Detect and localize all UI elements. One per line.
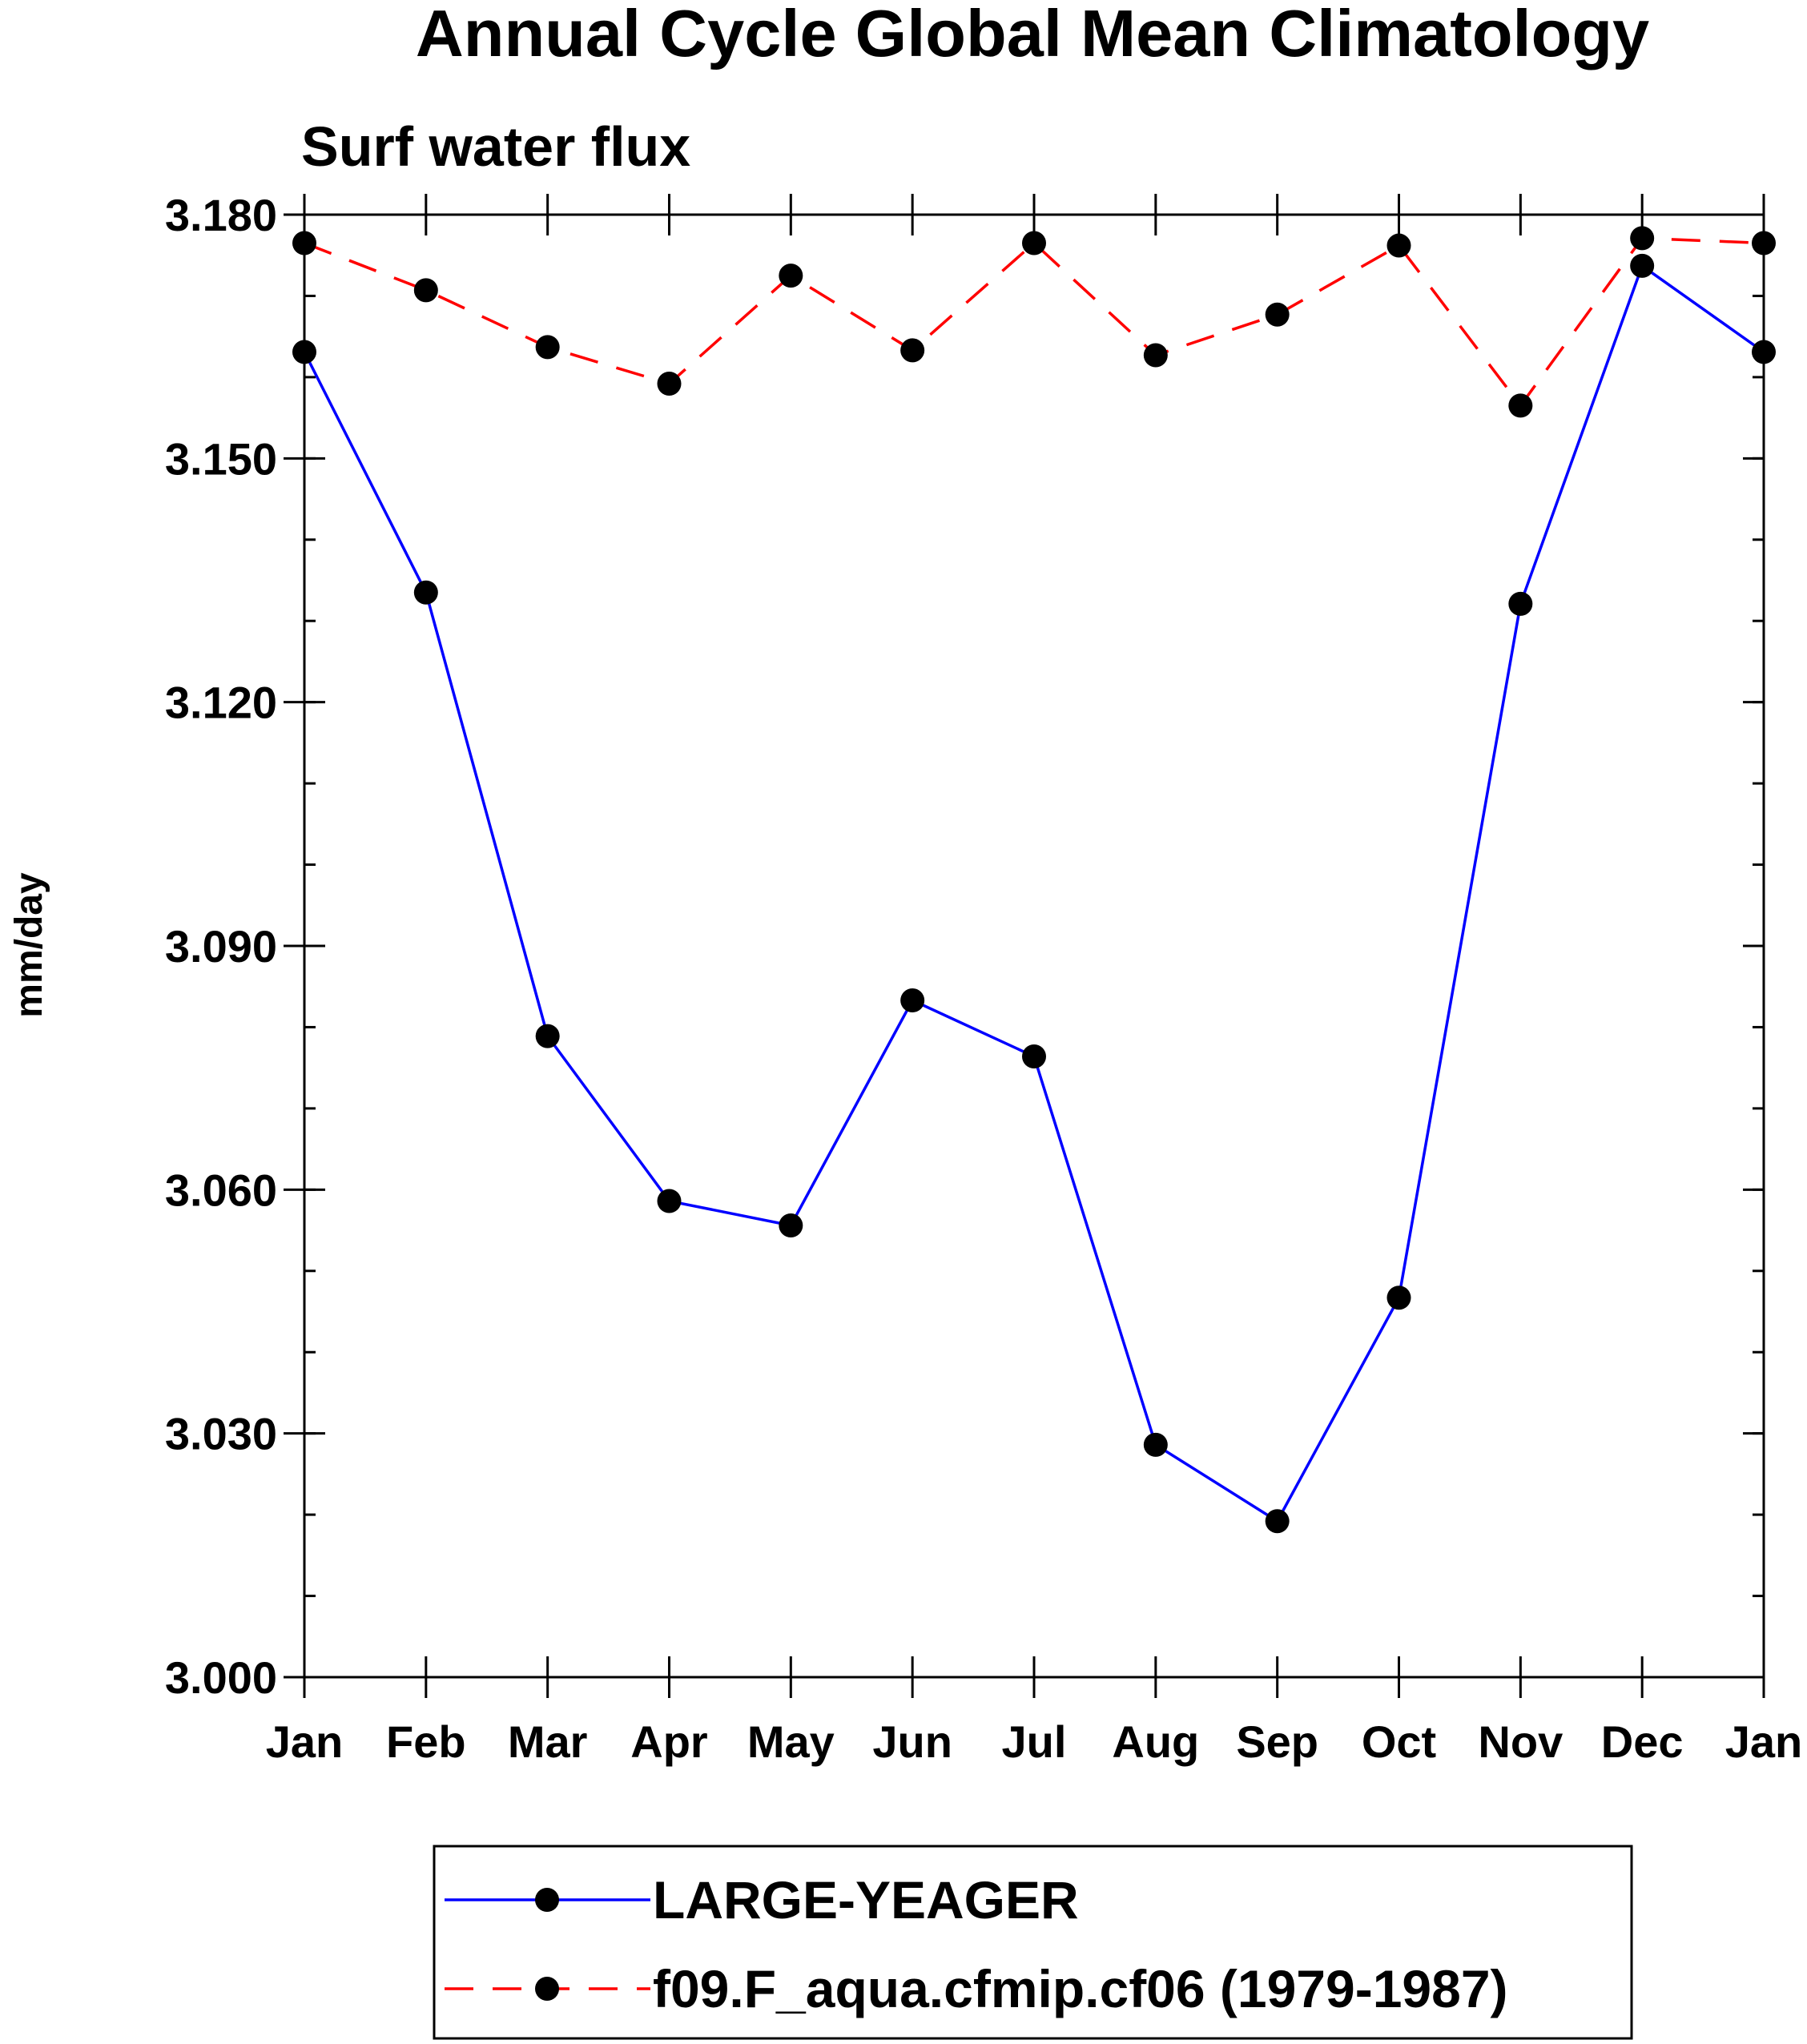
series-1-point	[1022, 231, 1046, 256]
x-tick-label: Dec	[1601, 1716, 1684, 1767]
series-1-point	[779, 264, 803, 288]
x-tick-label: Jan	[1725, 1716, 1803, 1767]
y-tick-labels: 3.000 3.030 3.060 3.090 3.120 3.150 3.180	[165, 190, 277, 1703]
series-0-point	[900, 988, 925, 1012]
series-0-point	[1386, 1286, 1411, 1310]
y-tick-label: 3.120	[165, 678, 277, 728]
x-tick-label: Jan	[266, 1716, 344, 1767]
legend-marker-large-yeager	[535, 1888, 559, 1912]
series-line-0	[303, 264, 1765, 1523]
y-tick-label: 3.150	[165, 433, 277, 484]
series-0-point	[535, 1024, 560, 1048]
series-0-point	[413, 580, 438, 605]
series-1-point	[535, 335, 560, 360]
series-1-point	[1265, 302, 1290, 327]
x-tick-labels: Jan Feb Mar Apr May Jun Jul Aug Sep Oct Nov Dec Jan	[266, 1716, 1803, 1767]
series-0-point	[1508, 591, 1533, 616]
series-1-point	[1386, 233, 1411, 258]
y-tick-label: 3.000	[165, 1652, 277, 1703]
series-1-point	[1508, 393, 1533, 418]
series-0-point	[292, 340, 316, 364]
x-tick-label: Feb	[386, 1716, 466, 1767]
series-0-point	[1265, 1509, 1290, 1534]
series-0-point	[1752, 340, 1776, 364]
y-tick-label: 3.060	[165, 1165, 277, 1215]
y-tick-label: 3.030	[165, 1409, 277, 1459]
x-tick-label: Nov	[1478, 1716, 1563, 1767]
series-0-point	[1022, 1044, 1046, 1068]
series-1-point	[657, 372, 682, 396]
series-0-point	[657, 1189, 682, 1213]
chart-subtitle: Surf water flux	[301, 115, 690, 178]
series-0-point	[779, 1213, 803, 1237]
legend: LARGE-YEAGER f09.F_aqua.cfmip.cf06 (1979…	[433, 1845, 1633, 2040]
series-1-point	[1630, 226, 1655, 251]
series-1-point	[292, 231, 316, 256]
y-tick-label: 3.180	[165, 190, 277, 240]
series-1-point	[1143, 343, 1168, 368]
x-tick-label: Sep	[1236, 1716, 1318, 1767]
legend-label-large-yeager: LARGE-YEAGER	[653, 1870, 1079, 1929]
axis-ticks	[284, 194, 1765, 1698]
x-tick-label: Oct	[1362, 1716, 1436, 1767]
y-tick-label: 3.090	[165, 921, 277, 972]
series-line-1	[304, 236, 1765, 408]
chart-title: Annual Cycle Global Mean Climatology	[416, 0, 1649, 70]
series-1-point	[1752, 231, 1776, 256]
y-axis-label: mm/day	[8, 872, 50, 1018]
legend-marker-f09	[535, 1977, 559, 2001]
x-tick-label: Mar	[508, 1716, 588, 1767]
series-1-point	[413, 278, 438, 303]
x-tick-label: May	[747, 1716, 835, 1767]
series-0-point	[1143, 1432, 1168, 1457]
series-0-point	[1630, 253, 1655, 278]
x-tick-label: Jul	[1002, 1716, 1067, 1767]
x-tick-label: Jun	[872, 1716, 952, 1767]
series-layer	[292, 226, 1776, 1534]
x-tick-label: Aug	[1112, 1716, 1199, 1767]
legend-box	[433, 1845, 1633, 2040]
series-1-point	[900, 338, 925, 363]
x-tick-label: Apr	[630, 1716, 707, 1767]
legend-label-f09: f09.F_aqua.cfmip.cf06 (1979-1987)	[653, 1959, 1508, 2018]
